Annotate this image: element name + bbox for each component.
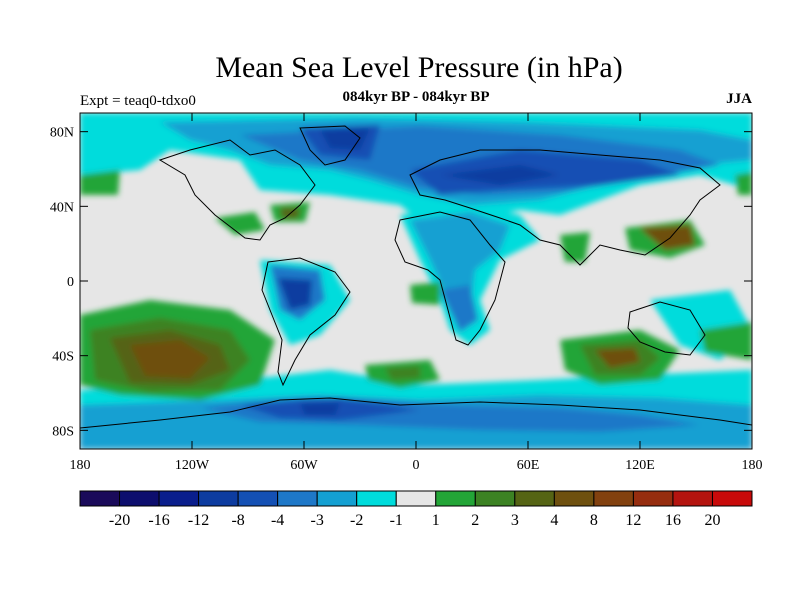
coastline-greenland [299, 125, 361, 166]
lon-tick-label: 120E [625, 458, 655, 473]
lon-tick-label: 60E [517, 458, 540, 473]
field-region [320, 128, 560, 185]
lat-tick-label: 40S [52, 350, 74, 365]
colorbar-label: 12 [625, 512, 641, 529]
field-region [640, 225, 695, 250]
colorbar-label: 3 [511, 512, 519, 529]
coastline-south-america [261, 257, 351, 387]
field-region [385, 366, 420, 380]
lon-tick-label: 60W [290, 458, 318, 473]
field-region [440, 285, 478, 332]
coastline-antarctica [80, 397, 752, 429]
colorbar-label: -1 [390, 512, 403, 529]
field-region [278, 278, 312, 310]
colorbar-swatch [514, 490, 555, 507]
lat-tick-label: 80N [50, 126, 74, 141]
colorbar-swatch [553, 490, 595, 507]
map-title: Mean Sea Level Pressure (in hPa) [215, 51, 623, 84]
colorbar-label: -8 [231, 512, 244, 529]
field-region [595, 348, 640, 368]
lon-tick-label: 180 [742, 458, 763, 473]
latitude-axis: 80N 40N 0 40S 80S [50, 126, 752, 439]
colorbar-swatch [316, 490, 358, 507]
field-region [735, 172, 752, 195]
colorbar-label: -2 [350, 512, 363, 529]
colorbar-swatch [356, 490, 397, 507]
colorbar-swatch [237, 490, 279, 507]
colorbar-label: 16 [665, 512, 681, 529]
lat-tick-label: 40N [50, 200, 74, 215]
coastline-north-america [158, 139, 316, 241]
colorbar-swatch [593, 490, 634, 507]
field-region [215, 212, 265, 235]
colorbar-swatch [672, 490, 713, 507]
colorbar-swatch [474, 490, 516, 507]
colorbar-swatch [79, 490, 121, 507]
field-region [560, 232, 590, 262]
lat-tick-label: 0 [67, 275, 74, 290]
colorbar-swatch [435, 490, 476, 507]
field-region [80, 170, 120, 195]
colorbar-label: -12 [188, 512, 209, 529]
colorbar-swatch [198, 490, 239, 507]
colorbar-label: 20 [704, 512, 720, 529]
field-region [700, 322, 752, 360]
colorbar: -20 -16 -12 -8 -4 -3 -2 -1 1 2 3 4 8 12 16 20 [79, 490, 753, 529]
colorbar-label: 1 [432, 512, 440, 529]
colorbar-swatch [395, 490, 437, 507]
pressure-field [80, 113, 752, 449]
colorbar-label: 8 [590, 512, 598, 529]
colorbar-label: -16 [148, 512, 169, 529]
colorbar-swatch [158, 490, 200, 507]
lat-tick-label: 80S [52, 424, 74, 439]
colorbar-label: -3 [311, 512, 324, 529]
field-region [410, 282, 440, 305]
colorbar-swatch [119, 490, 160, 507]
season-label: JJA [726, 91, 752, 107]
field-region [300, 403, 340, 415]
field-region [300, 125, 680, 195]
field-region [280, 208, 300, 218]
experiment-label: Expt = teaq0-tdxo0 [80, 93, 196, 109]
colorbar-swatch [632, 490, 674, 507]
field-region [410, 212, 510, 325]
lon-tick-label: 0 [413, 458, 420, 473]
map-subtitle: 084kyr BP - 084kyr BP [342, 89, 490, 105]
longitude-axis: 180 120W 60W 0 60E 120E 180 [70, 113, 763, 473]
coastline-eurasia [409, 149, 721, 266]
coastline-africa [394, 211, 506, 346]
colorbar-label: -20 [109, 512, 130, 529]
colorbar-label: -4 [271, 512, 284, 529]
lon-tick-label: 180 [70, 458, 91, 473]
lon-tick-label: 120W [175, 458, 210, 473]
colorbar-label: 2 [471, 512, 479, 529]
field-region [130, 340, 210, 378]
colorbar-swatch [277, 490, 318, 507]
colorbar-swatch [711, 490, 753, 507]
colorbar-label: 4 [550, 512, 558, 529]
coastline-australia [627, 301, 706, 356]
coastlines [80, 125, 752, 429]
